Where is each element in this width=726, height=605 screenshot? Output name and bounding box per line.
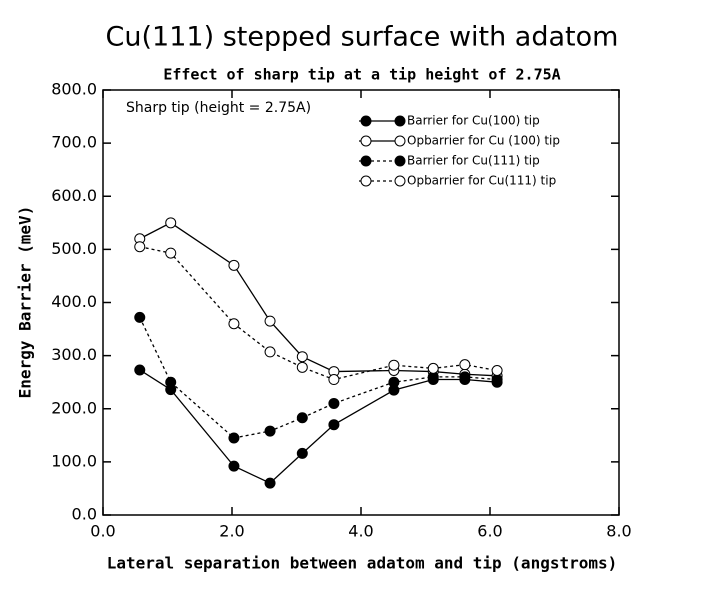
data-point — [427, 362, 439, 374]
plot-frame — [102, 89, 620, 516]
y-tick-label: 400.0 — [51, 292, 97, 311]
data-point — [228, 432, 240, 444]
series-line — [139, 222, 498, 377]
legend-marker — [394, 115, 406, 127]
data-point — [388, 359, 400, 371]
data-point — [328, 374, 340, 386]
legend-marker — [360, 155, 372, 167]
series-line — [139, 369, 498, 484]
data-point — [459, 371, 471, 383]
data-point — [134, 311, 146, 323]
data-point — [328, 397, 340, 409]
data-point — [328, 419, 340, 431]
y-tick-label: 100.0 — [51, 451, 97, 470]
y-tick-label: 500.0 — [51, 239, 97, 258]
legend-marker — [360, 175, 372, 187]
x-tick-label: 8.0 — [606, 522, 631, 541]
y-tick-label: 800.0 — [51, 80, 97, 99]
legend-label: Opbarrier for Cu (100) tip — [407, 134, 560, 148]
chart-subtitle: Effect of sharp tip at a tip height of 2… — [163, 66, 560, 84]
x-axis-label: Lateral separation between adatom and ti… — [107, 554, 618, 573]
legend-marker — [394, 175, 406, 187]
data-point — [134, 364, 146, 376]
data-point — [228, 259, 240, 271]
series-line — [139, 246, 498, 381]
data-point — [296, 447, 308, 459]
legend-label: Barrier for Cu(100) tip — [407, 114, 540, 128]
annotation: Sharp tip (height = 2.75A) — [126, 100, 311, 116]
data-point — [296, 351, 308, 363]
data-point — [134, 241, 146, 253]
x-tick-label: 4.0 — [348, 522, 373, 541]
data-point — [491, 365, 503, 376]
data-point — [264, 346, 276, 358]
data-point — [296, 412, 308, 424]
chart-title: Cu(111) stepped surface with adatom — [106, 22, 619, 53]
y-tick-label: 200.0 — [51, 398, 97, 417]
legend-label: Barrier for Cu(111) tip — [407, 154, 540, 168]
x-tick-label: 0.0 — [90, 522, 115, 541]
data-point — [165, 376, 177, 388]
data-point — [165, 247, 177, 259]
legend-marker — [360, 115, 372, 127]
y-tick-label: 600.0 — [51, 186, 97, 205]
data-point — [264, 477, 276, 489]
y-tick-label: 300.0 — [51, 345, 97, 364]
data-point — [165, 217, 177, 229]
data-point — [264, 315, 276, 327]
legend-marker — [360, 135, 372, 147]
legend-label: Opbarrier for Cu(111) tip — [407, 174, 556, 188]
data-point — [264, 425, 276, 437]
data-point — [388, 376, 400, 388]
y-axis-label: Energy Barrier (meV) — [16, 206, 35, 399]
data-point — [296, 361, 308, 373]
x-tick-label: 2.0 — [219, 522, 244, 541]
data-point — [228, 318, 240, 330]
data-point — [459, 359, 471, 371]
series-line — [139, 317, 498, 439]
y-tick-label: 0.0 — [72, 505, 97, 524]
legend-marker — [394, 155, 406, 167]
data-point — [228, 460, 240, 472]
legend-marker — [394, 135, 406, 147]
y-tick-label: 700.0 — [51, 133, 97, 152]
data-point — [491, 374, 503, 386]
x-tick-label: 6.0 — [477, 522, 502, 541]
